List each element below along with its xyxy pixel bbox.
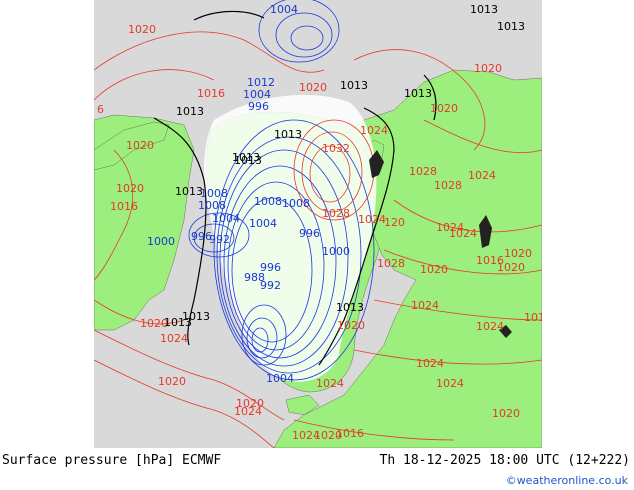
isobar-label: 1004 bbox=[266, 372, 294, 385]
isobar-label: 1008 bbox=[200, 187, 228, 200]
isobar-label: 1013 bbox=[175, 185, 203, 198]
arctic-ocean bbox=[204, 94, 377, 382]
isobar-label: 1024 bbox=[358, 213, 386, 226]
isobar-label: 1013 bbox=[182, 310, 210, 323]
isobar-label: 1013 bbox=[470, 3, 498, 16]
isobar-label: 1013 bbox=[234, 154, 262, 167]
isobar-label: 1020 bbox=[116, 182, 144, 195]
iceland-land bbox=[285, 394, 320, 416]
isobar-label: 1004 bbox=[212, 212, 240, 225]
isobar-label: 1016 bbox=[336, 427, 364, 440]
isobar-label: 1020 bbox=[299, 81, 327, 94]
isobar-label: 1013 bbox=[274, 128, 302, 141]
isobar-label: 1020 bbox=[158, 375, 186, 388]
valid-time: Th 18-12-2025 18:00 UTC (12+222) bbox=[379, 453, 630, 468]
isobar-label: 996 bbox=[260, 261, 281, 274]
isobar-label: 992 bbox=[260, 279, 281, 292]
lakes bbox=[369, 150, 512, 338]
isobar-label: 1008 bbox=[282, 197, 310, 210]
isobar-label: 1008 bbox=[254, 195, 282, 208]
isobar-label: 1028 bbox=[434, 179, 462, 192]
map-title: Surface pressure [hPa] ECMWF bbox=[2, 453, 222, 468]
isobar-label: 1020 bbox=[504, 247, 532, 260]
isobar-label: 1016 bbox=[524, 311, 542, 324]
isobar-label: 1013 bbox=[232, 151, 260, 164]
isobar-label: 1020 bbox=[236, 397, 264, 410]
isobar-label: 992 bbox=[209, 233, 230, 246]
isobar-label: 1004 bbox=[270, 3, 298, 16]
canada-land bbox=[94, 114, 195, 331]
isobar-label: 1024 bbox=[436, 377, 464, 390]
isobar-label: 1024 bbox=[468, 169, 496, 182]
isobar-label: 1028 bbox=[409, 165, 437, 178]
isobar-label: 1013 bbox=[497, 20, 525, 33]
isobar-label: 1024 bbox=[411, 299, 439, 312]
isobar-label: 1016 bbox=[476, 254, 504, 267]
isobar-label: 1008 bbox=[198, 199, 226, 212]
isobar-label: 120 bbox=[384, 216, 405, 229]
isobar-label: 1024 bbox=[476, 320, 504, 333]
isobar-label: 1013 bbox=[164, 316, 192, 329]
isobar-label: 1020 bbox=[128, 23, 156, 36]
isobar-label: 1020 bbox=[126, 139, 154, 152]
isobar-label: 1024 bbox=[416, 357, 444, 370]
isobar-label: 1032 bbox=[322, 142, 350, 155]
isobar-label: 1020 bbox=[492, 407, 520, 420]
isobar-label: 1013 bbox=[340, 79, 368, 92]
isobar-label: 1004 bbox=[249, 217, 277, 230]
isobar-label: 1013 bbox=[404, 87, 432, 100]
isobar-label: 1024 bbox=[449, 227, 477, 240]
isobar-label: 1000 bbox=[147, 235, 175, 248]
isobar-label: 1020 bbox=[140, 317, 168, 330]
low-isobars bbox=[188, 0, 375, 381]
isobar-label: 1004 bbox=[243, 88, 271, 101]
isobar-label: 1016 bbox=[110, 200, 138, 213]
isobar-label: 6 bbox=[97, 103, 104, 116]
isobar-label: 1024 bbox=[160, 332, 188, 345]
isobar-label: 1020 bbox=[430, 102, 458, 115]
isobar-label: 1020 bbox=[420, 263, 448, 276]
isobar-label: 1028 bbox=[322, 207, 350, 220]
isobar-label: 1024 bbox=[234, 405, 262, 418]
isobar-label: 1016 bbox=[197, 87, 225, 100]
isobar-label: 996 bbox=[248, 100, 269, 113]
isobar-label: 1024 bbox=[316, 377, 344, 390]
isobar-label: 996 bbox=[299, 227, 320, 240]
isobar-label: 1024 bbox=[360, 124, 388, 137]
standard-isobars bbox=[153, 10, 437, 366]
isobar-label: 1013 bbox=[336, 301, 364, 314]
isobar-label: 1013 bbox=[176, 105, 204, 118]
alaska-land bbox=[94, 121, 170, 171]
isobar-label: 1020 bbox=[337, 319, 365, 332]
isobar-label: 1012 bbox=[247, 76, 275, 89]
isobar-label: 1020 bbox=[497, 261, 525, 274]
pressure-map: 1020 1004 1013 1013 1020 1016 1012 1004 … bbox=[94, 0, 542, 448]
isobar-label: 988 bbox=[244, 271, 265, 284]
source-credit[interactable]: ©weatheronline.co.uk bbox=[505, 474, 628, 487]
isobar-label: 1028 bbox=[377, 257, 405, 270]
isobar-label: 996 bbox=[191, 230, 212, 243]
isobar-label: 1000 bbox=[322, 245, 350, 258]
isobar-label: 1024 bbox=[436, 221, 464, 234]
isobar-label: 1020 bbox=[314, 429, 342, 442]
isobar-label: 1020 bbox=[474, 62, 502, 75]
isobar-label: 1024 bbox=[292, 429, 320, 442]
